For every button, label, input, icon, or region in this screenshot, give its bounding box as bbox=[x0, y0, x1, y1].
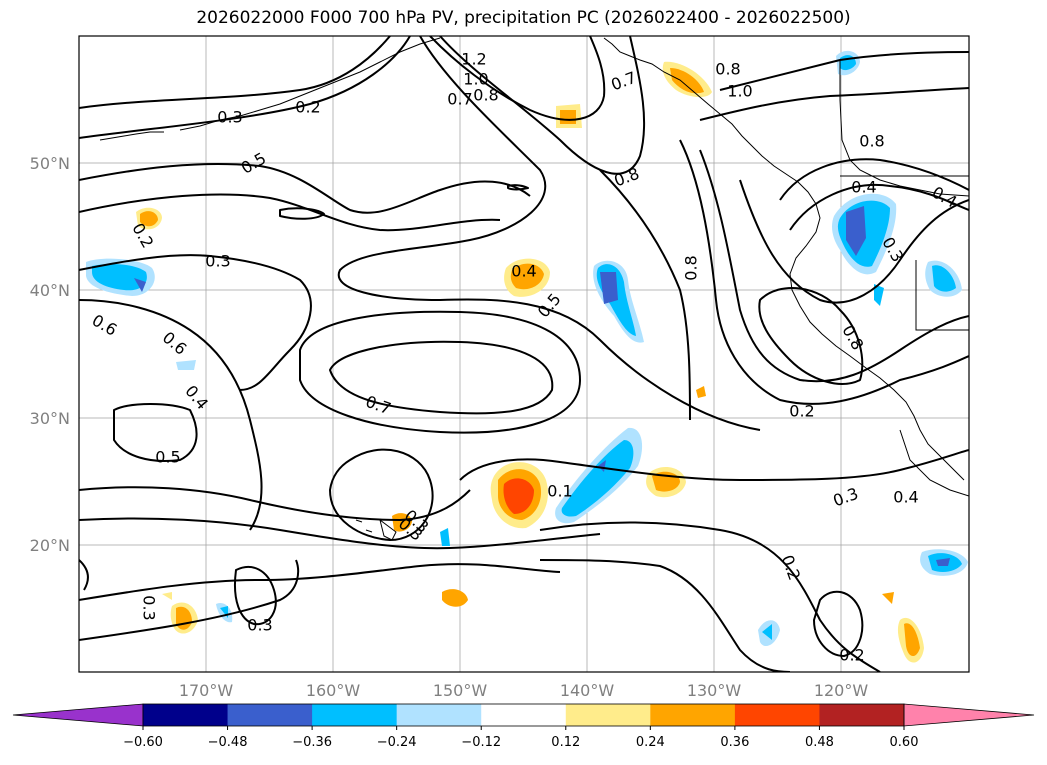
contour-label: 0.8 bbox=[715, 60, 740, 79]
lon-labels: 170°W 160°W 150°W 140°W 130°W 120°W bbox=[179, 681, 869, 700]
colorbar-extend-min bbox=[12, 703, 144, 727]
contour-label: 0.2 bbox=[789, 402, 814, 421]
contour-label: 1.2 bbox=[461, 50, 486, 69]
contour-label: 1.0 bbox=[727, 82, 752, 101]
contour-label: 0.8 bbox=[859, 132, 884, 151]
colorbar-segment bbox=[481, 704, 567, 726]
coastlines bbox=[99, 37, 969, 541]
lat-label-40n: 40°N bbox=[30, 281, 70, 300]
lon-label-160w: 160°W bbox=[306, 681, 361, 700]
colorbar-frame bbox=[142, 703, 905, 727]
colorbar-tick-label: −0.12 bbox=[461, 735, 501, 750]
colorbar-tick-label: 0.36 bbox=[720, 735, 749, 750]
colorbar-extend-max bbox=[903, 703, 1035, 727]
contour-label: 0.4 bbox=[851, 178, 876, 197]
colorbar-tick-label: 0.60 bbox=[890, 735, 919, 750]
colorbar-tick-label: 0.48 bbox=[805, 735, 834, 750]
lon-label-130w: 130°W bbox=[687, 681, 742, 700]
contour-label: 0.7 bbox=[447, 90, 472, 109]
map-area bbox=[79, 36, 969, 672]
colorbar-segment bbox=[819, 704, 905, 726]
map-frame bbox=[78, 35, 970, 673]
lat-label-30n: 30°N bbox=[30, 409, 70, 428]
contour-label: 0.3 bbox=[205, 252, 230, 271]
contour-label: 0.3 bbox=[247, 616, 272, 635]
lat-labels: 50°N 40°N 30°N 20°N bbox=[30, 154, 70, 555]
colorbar-tick-label: −0.24 bbox=[377, 735, 417, 750]
colorbar-tick-label: 0.12 bbox=[551, 735, 580, 750]
chart-title: 2026022000 F000 700 hPa PV, precipitatio… bbox=[196, 8, 851, 28]
colorbar-tick-label: 0.24 bbox=[636, 735, 665, 750]
contour-label: 0.3 bbox=[140, 595, 159, 620]
contour-label: 0.4 bbox=[893, 488, 918, 507]
contour-label: 0.8 bbox=[473, 86, 498, 105]
colorbar-tick-label: −0.36 bbox=[292, 735, 332, 750]
contour-label: 1.0 bbox=[463, 70, 488, 89]
pv-contours bbox=[79, 36, 969, 672]
lon-label-170w: 170°W bbox=[179, 681, 234, 700]
contour-label: 0.5 bbox=[155, 448, 180, 467]
contour-label: 0.3 bbox=[217, 108, 242, 127]
lon-label-150w: 150°W bbox=[433, 681, 488, 700]
colorbar-segment bbox=[312, 704, 398, 726]
contour-label: 0.4 bbox=[511, 262, 536, 281]
contour-label: 0.2 bbox=[839, 646, 864, 665]
colorbar-segment bbox=[734, 704, 820, 726]
contour-label: 0.8 bbox=[682, 255, 701, 280]
lon-label-120w: 120°W bbox=[814, 681, 869, 700]
contour-label: 0.2 bbox=[295, 98, 320, 117]
colorbar-segment bbox=[396, 704, 482, 726]
colorbar-segment bbox=[565, 704, 651, 726]
lat-label-50n: 50°N bbox=[30, 154, 70, 173]
contour-label: 0.1 bbox=[547, 482, 572, 501]
colorbar: −0.60 −0.48 −0.36 −0.24 −0.12 0.12 0.24 0.36 0.4… bbox=[12, 703, 1035, 750]
lon-label-140w: 140°W bbox=[560, 681, 615, 700]
colorbar-segment bbox=[227, 704, 313, 726]
lat-label-20n: 20°N bbox=[30, 536, 70, 555]
colorbar-tick-label: −0.48 bbox=[208, 735, 248, 750]
colorbar-segment bbox=[650, 704, 736, 726]
colorbar-tick-label: −0.60 bbox=[123, 735, 163, 750]
colorbar-segment bbox=[143, 704, 229, 726]
